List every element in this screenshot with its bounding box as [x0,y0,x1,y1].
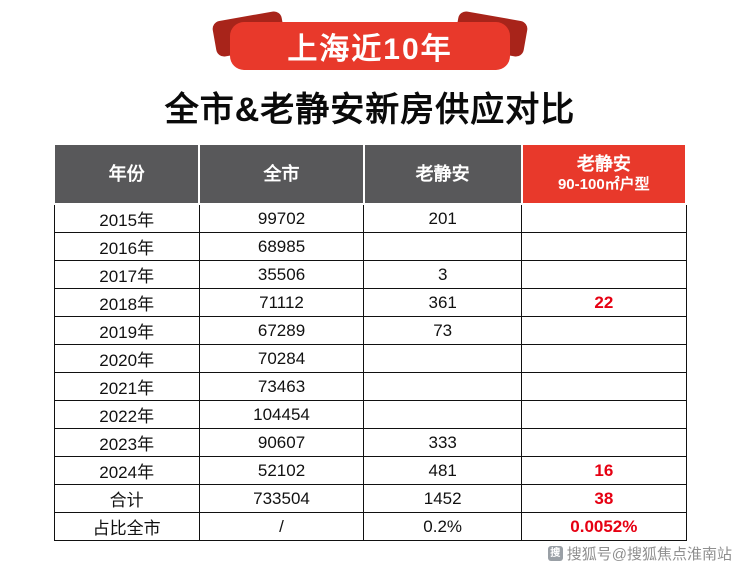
cell-year: 合计 [53,484,200,513]
cell-city: 104454 [198,400,365,429]
cell-type90 [521,260,687,289]
page: 上海近10年 全市&老静安新房供应对比 年份 全市 老静安 老静安 90-100… [0,10,740,570]
sohu-icon: 搜 [547,546,563,561]
cell-jingan [363,372,523,401]
col-header-city: 全市 [198,143,365,205]
cell-type90: 16 [521,456,687,485]
cell-city: 67289 [198,316,365,345]
cell-city: 52102 [198,456,365,485]
col-header-year: 年份 [52,143,201,205]
cell-year: 2019年 [53,316,200,345]
cell-type90 [521,372,687,401]
cell-jingan: 0.2% [363,512,523,541]
cell-type90 [521,203,687,233]
table-row: 2020年 70284 [53,344,687,373]
col-header-jingan: 老静安 [362,143,523,205]
ribbon: 上海近10年 [230,22,510,70]
cell-jingan: 201 [363,203,523,233]
table-row-total: 合计 733504 1452 38 [53,484,687,513]
cell-type90 [521,344,687,373]
table-row: 2017年 35506 3 [53,260,687,289]
cell-jingan: 1452 [363,484,523,513]
cell-jingan: 361 [363,288,523,317]
cell-year: 2016年 [53,232,200,261]
cell-city: 71112 [198,288,365,317]
cell-type90: 22 [521,288,687,317]
cell-year: 2018年 [53,288,200,317]
table-row: 2019年 67289 73 [53,316,687,345]
header-row: 年份 全市 老静安 老静安 90-100㎡户型 [52,143,688,205]
cell-year: 2021年 [53,372,200,401]
cell-city: 73463 [198,372,365,401]
cell-year: 2017年 [53,260,200,289]
table-row: 2018年 71112 361 22 [53,288,687,317]
cell-type90 [521,428,687,457]
table-row: 2024年 52102 481 16 [53,456,687,485]
cell-jingan [363,344,523,373]
cell-type90 [521,316,687,345]
cell-city: / [198,512,365,541]
table-row: 2021年 73463 [53,372,687,401]
cell-city: 99702 [198,203,365,233]
page-title: 全市&老静安新房供应对比 [164,91,576,129]
supply-comparison-table: 年份 全市 老静安 老静安 90-100㎡户型 2015年 99702 201 … [52,143,688,541]
ribbon-banner: 上海近10年 [211,10,529,72]
cell-type90 [521,232,687,261]
cell-type90: 0.0052% [521,512,687,541]
watermark-text: 搜狐号@搜狐焦点淮南站 [566,546,732,563]
cell-city: 70284 [198,344,365,373]
cell-city: 90607 [198,428,365,457]
cell-jingan: 73 [363,316,523,345]
cell-jingan: 481 [363,456,523,485]
col-header-type90-line1: 老静安 [576,154,631,175]
cell-year: 2023年 [53,428,200,457]
cell-year: 占比全市 [53,512,200,541]
cell-jingan: 333 [363,428,523,457]
table-row-share: 占比全市 / 0.2% 0.0052% [53,512,687,541]
col-header-type90: 老静安 90-100㎡户型 [520,143,688,205]
cell-year: 2022年 [53,400,200,429]
cell-jingan: 3 [363,260,523,289]
ribbon-title: 上海近10年 [287,33,453,66]
cell-type90 [521,400,687,429]
cell-type90: 38 [521,484,687,513]
watermark: 搜 搜狐号@搜狐焦点淮南站 [547,543,732,564]
cell-year: 2020年 [53,344,200,373]
cell-city: 68985 [198,232,365,261]
cell-city: 35506 [198,260,365,289]
cell-jingan [363,232,523,261]
table-row: 2015年 99702 201 [53,203,687,233]
cell-year: 2024年 [53,456,200,485]
table-row: 2016年 68985 [53,232,687,261]
cell-year: 2015年 [53,203,200,233]
table-row: 2022年 104454 [53,400,687,429]
cell-jingan [363,400,523,429]
col-header-type90-line2: 90-100㎡户型 [557,175,650,193]
table-row: 2023年 90607 333 [53,428,687,457]
cell-city: 733504 [198,484,365,513]
